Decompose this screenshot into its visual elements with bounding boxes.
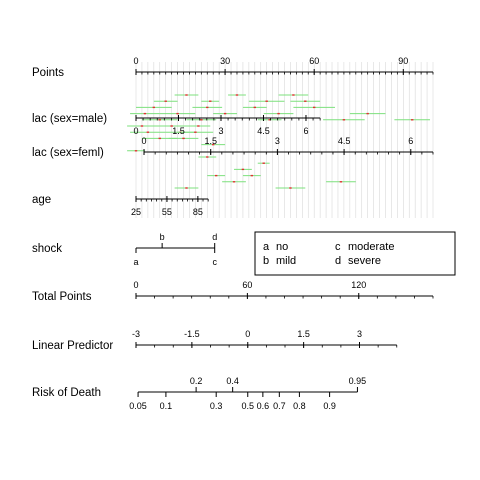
level-label: c <box>212 257 217 267</box>
row-linear-predictor: Linear Predictor -3 -1.5 0 1.5 3 <box>32 329 398 352</box>
prob-label: 0.05 <box>129 401 147 411</box>
ci-marks <box>127 94 431 189</box>
prob-label: 0.3 <box>210 401 223 411</box>
tick-label: 1.5 <box>172 126 185 136</box>
tick-label: 0 <box>245 329 250 339</box>
tick-label: 55 <box>162 207 172 217</box>
prob-label: 0.5 <box>241 401 254 411</box>
tick-label: 6 <box>408 136 413 146</box>
row-label: lac (sex=feml) <box>32 147 104 159</box>
row-lac-sex-feml: lac (sex=feml) 0 1.5 3 4.5 6 <box>32 136 434 159</box>
shock-legend: a no c moderate b mild d severe <box>254 231 456 276</box>
prob-label: 0.1 <box>160 401 173 411</box>
prob-label: 0.9 <box>323 401 336 411</box>
tick-label: 4.5 <box>338 136 351 146</box>
tick-label: -3 <box>132 329 140 339</box>
tick-label: 60 <box>242 280 252 290</box>
tick-label: 0 <box>142 136 147 146</box>
row-label: lac (sex=male) <box>32 113 107 125</box>
prob-label: 0.95 <box>349 376 367 386</box>
tick-label: 120 <box>351 280 366 290</box>
tick-label: 25 <box>131 207 141 217</box>
legend-code: a <box>263 241 270 253</box>
tick-label: 3 <box>218 126 223 136</box>
tick-label: 3 <box>357 329 362 339</box>
prob-label: 0.8 <box>293 401 306 411</box>
row-label: Total Points <box>32 291 92 303</box>
row-points: Points 0 30 60 90 <box>32 56 434 79</box>
legend-text: severe <box>348 255 381 267</box>
legend-code: d <box>335 255 341 267</box>
legend-text: mild <box>276 255 296 267</box>
tick-label: 0 <box>133 126 138 136</box>
prob-label: 0.2 <box>190 376 203 386</box>
level-label: b <box>160 232 165 242</box>
tick-label: 1.5 <box>204 136 217 146</box>
tick-label: 1.5 <box>297 329 310 339</box>
legend-box <box>254 231 456 276</box>
legend-text: no <box>276 241 288 253</box>
tick-label: 85 <box>193 207 203 217</box>
row-label: Risk of Death <box>32 387 101 399</box>
gridlines <box>135 62 434 218</box>
row-age: age 25 55 85 <box>32 194 209 217</box>
tick-label: 60 <box>309 56 319 66</box>
tick-label: 90 <box>398 56 408 66</box>
prob-label: 0.6 <box>257 401 270 411</box>
tick-label: 0 <box>133 280 138 290</box>
legend-code: b <box>263 255 269 267</box>
tick-label: 4.5 <box>257 126 270 136</box>
row-lac-sex-male: lac (sex=male) 0 1.5 3 4.5 6 <box>32 113 321 136</box>
tick-label: 0 <box>133 56 138 66</box>
tick-label: 6 <box>303 126 308 136</box>
prob-label: 0.7 <box>273 401 286 411</box>
tick-label: 3 <box>275 136 280 146</box>
legend-code: c <box>335 241 341 253</box>
level-label: a <box>133 257 138 267</box>
tick-label: -1.5 <box>184 329 200 339</box>
row-total-points: Total Points 0 60 120 <box>32 280 434 303</box>
row-label: Points <box>32 67 64 79</box>
legend-text: moderate <box>348 241 394 253</box>
row-shock: shock a b c d <box>32 232 217 267</box>
row-risk-of-death: Risk of Death 0.05 0.1 0.2 0.3 0.4 0.5 0.6 0.7 0.… <box>32 376 366 411</box>
prob-label: 0.4 <box>226 376 239 386</box>
level-label: d <box>212 232 217 242</box>
tick-label: 30 <box>220 56 230 66</box>
row-label: shock <box>32 243 62 255</box>
row-label: Linear Predictor <box>32 340 113 352</box>
row-label: age <box>32 194 51 206</box>
